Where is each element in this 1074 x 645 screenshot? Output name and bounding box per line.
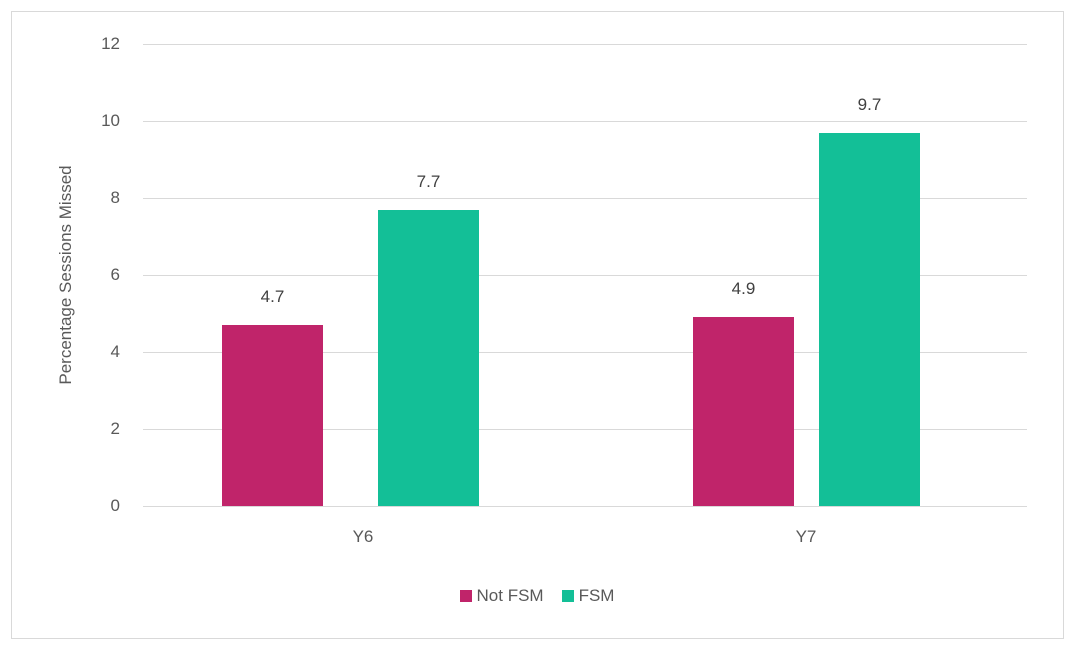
legend-label-fsm: FSM — [578, 586, 615, 605]
y-tick-label: 4 — [110, 342, 120, 361]
legend-item-fsm: FSM — [561, 586, 615, 606]
gridline — [143, 352, 1027, 353]
bar — [693, 317, 794, 506]
y-tick-label: 2 — [110, 419, 120, 438]
y-tick-label: 12 — [101, 34, 120, 53]
bar — [222, 325, 323, 506]
gridline — [143, 198, 1027, 199]
legend-swatch-not-fsm — [459, 590, 472, 602]
y-tick-label: 10 — [101, 111, 120, 130]
data-label: 9.7 — [857, 94, 882, 114]
gridline — [143, 44, 1027, 45]
gridline — [143, 121, 1027, 122]
gridline — [143, 429, 1027, 430]
data-label: 7.7 — [416, 171, 441, 191]
bar — [819, 132, 920, 506]
y-tick-label: 8 — [110, 188, 120, 207]
legend-label-not-fsm: Not FSM — [476, 586, 544, 605]
data-label: 4.7 — [260, 287, 285, 307]
gridline — [143, 506, 1027, 507]
legend-item-not-fsm: Not FSM — [459, 586, 544, 606]
y-tick-label: 6 — [110, 265, 120, 284]
gridline — [143, 275, 1027, 276]
legend: Not FSM FSM — [0, 586, 1074, 606]
data-label: 4.9 — [731, 279, 756, 299]
bar — [378, 209, 479, 506]
x-tick-y6: Y6 — [352, 527, 374, 546]
x-tick-y7: Y7 — [795, 527, 817, 546]
legend-swatch-fsm — [561, 590, 574, 602]
y-tick-label: 0 — [110, 496, 120, 515]
